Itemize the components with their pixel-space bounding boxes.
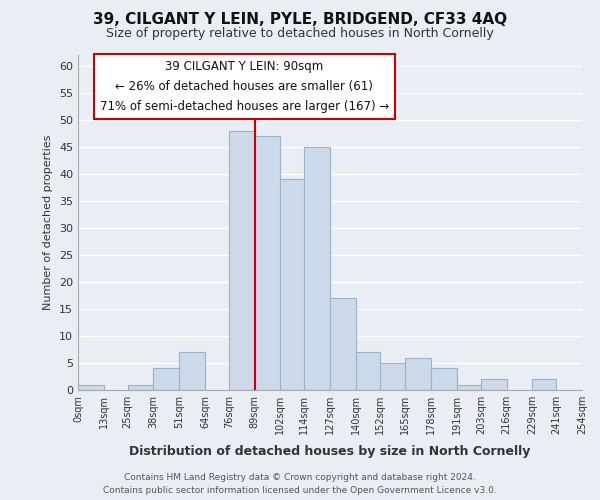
Bar <box>457 384 481 390</box>
Y-axis label: Number of detached properties: Number of detached properties <box>43 135 53 310</box>
Text: 39 CILGANT Y LEIN: 90sqm
← 26% of detached houses are smaller (61)
71% of semi-d: 39 CILGANT Y LEIN: 90sqm ← 26% of detach… <box>100 60 389 113</box>
Bar <box>356 352 380 390</box>
Bar <box>380 363 406 390</box>
Text: 39, CILGANT Y LEIN, PYLE, BRIDGEND, CF33 4AQ: 39, CILGANT Y LEIN, PYLE, BRIDGEND, CF33… <box>93 12 507 28</box>
Bar <box>229 130 254 390</box>
Bar <box>481 379 506 390</box>
Text: Contains HM Land Registry data © Crown copyright and database right 2024.
Contai: Contains HM Land Registry data © Crown c… <box>103 473 497 495</box>
Bar <box>154 368 179 390</box>
Bar <box>179 352 205 390</box>
Bar <box>78 384 104 390</box>
Bar <box>330 298 356 390</box>
Bar <box>280 180 304 390</box>
Bar <box>304 147 330 390</box>
Bar <box>254 136 280 390</box>
X-axis label: Distribution of detached houses by size in North Cornelly: Distribution of detached houses by size … <box>130 446 530 458</box>
Bar <box>431 368 457 390</box>
Text: Size of property relative to detached houses in North Cornelly: Size of property relative to detached ho… <box>106 28 494 40</box>
Bar <box>532 379 556 390</box>
Bar <box>128 384 154 390</box>
Bar <box>406 358 431 390</box>
